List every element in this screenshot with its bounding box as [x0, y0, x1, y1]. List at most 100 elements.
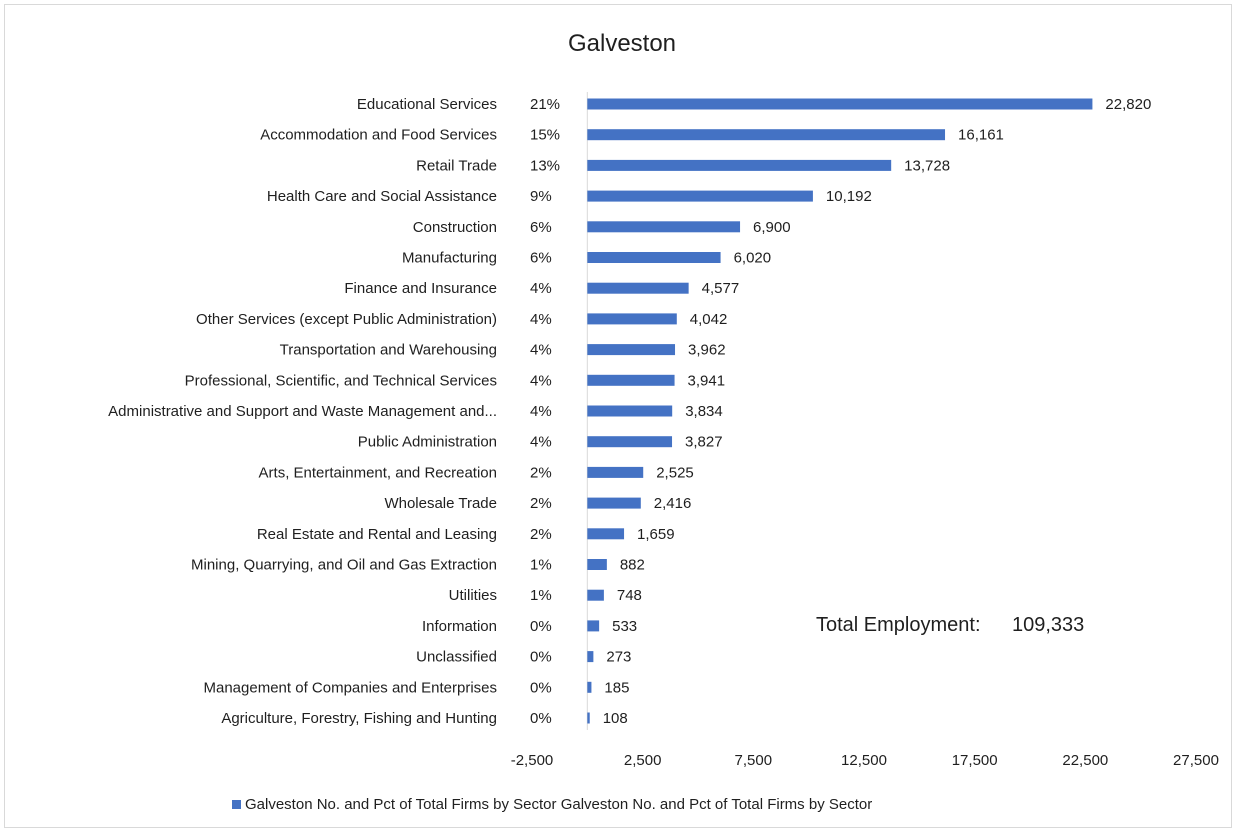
total-employment-annotation: Total Employment: 109,333 — [816, 614, 1084, 636]
category-label: Mining, Quarrying, and Oil and Gas Extra… — [191, 557, 497, 574]
bar — [587, 129, 946, 141]
percent-label: 21% — [530, 96, 560, 113]
category-label: Real Estate and Rental and Leasing — [257, 526, 497, 543]
chart-area: Galveston Educational Services Accommodat… — [4, 4, 1232, 828]
bar — [587, 282, 689, 294]
x-tick-label: -2,500 — [511, 752, 554, 769]
category-label: Utilities — [449, 587, 497, 604]
x-tick-label: 17,500 — [952, 752, 998, 769]
x-tick-label: 27,500 — [1173, 752, 1219, 769]
bar — [587, 528, 625, 540]
data-label: 2,416 — [654, 495, 692, 512]
legend-swatch — [232, 800, 241, 809]
category-label: Public Administration — [358, 434, 497, 451]
percent-label: 4% — [530, 403, 552, 420]
data-label: 6,900 — [753, 219, 791, 236]
percent-label: 4% — [530, 372, 552, 389]
percent-label: 2% — [530, 526, 552, 543]
category-label: Transportation and Warehousing — [280, 342, 497, 359]
percent-label: 4% — [530, 280, 552, 297]
percent-label: 13% — [530, 157, 560, 174]
bar — [587, 252, 721, 263]
bars — [586, 92, 1093, 730]
bar — [587, 589, 604, 601]
percent-label: 0% — [530, 710, 552, 727]
percent-label: 4% — [530, 342, 552, 359]
x-tick-label: 7,500 — [735, 752, 773, 769]
x-tick-label: 12,500 — [841, 752, 887, 769]
percent-label: 4% — [530, 311, 552, 328]
bar — [587, 620, 600, 632]
data-label: 1,659 — [637, 526, 675, 543]
value-labels: 22,820 16,161 13,728 10,192 6,900 6,020 4,577 4… — [603, 96, 1152, 727]
category-label: Management of Companies and Enterprises — [204, 679, 498, 696]
data-label: 3,941 — [688, 372, 726, 389]
category-label: Other Services (except Public Administra… — [196, 311, 497, 328]
x-tick-label: 2,500 — [624, 752, 662, 769]
data-label: 882 — [620, 557, 645, 574]
bar — [587, 712, 590, 724]
data-label: 4,577 — [702, 280, 740, 297]
percent-labels: 21% 15% 13% 9% 6% 6% 4% 4% 4% 4% 4% 4% 2% 2% 2% 1% 1% 0% 0… — [530, 96, 560, 727]
category-labels: Educational Services Accommodation and Fo… — [108, 96, 497, 727]
category-label: Agriculture, Forestry, Fishing and Hunti… — [221, 710, 497, 727]
percent-label: 1% — [530, 557, 552, 574]
data-label: 22,820 — [1105, 96, 1151, 113]
percent-label: 0% — [530, 649, 552, 666]
bar — [587, 466, 644, 478]
data-label: 3,962 — [688, 342, 726, 359]
data-label: 10,192 — [826, 188, 872, 205]
category-label: Construction — [413, 219, 497, 236]
bar — [587, 313, 677, 325]
percent-label: 9% — [530, 188, 552, 205]
bar — [587, 405, 673, 417]
bar — [587, 651, 594, 663]
bar — [587, 221, 741, 233]
percent-label: 0% — [530, 618, 552, 635]
total-employment-value: 109,333 — [1012, 614, 1084, 636]
legend-label: Galveston No. and Pct of Total Firms by … — [245, 796, 872, 813]
bar — [587, 681, 592, 693]
percent-label: 6% — [530, 250, 552, 267]
percent-label: 15% — [530, 127, 560, 144]
chart-title: Galveston — [568, 30, 676, 57]
data-label: 2,525 — [656, 464, 694, 481]
category-label: Unclassified — [416, 649, 497, 666]
bar — [587, 497, 641, 509]
bar — [587, 436, 673, 448]
bar — [587, 344, 676, 356]
data-label: 3,827 — [685, 434, 723, 451]
category-label: Administrative and Support and Waste Man… — [108, 403, 497, 420]
data-label: 4,042 — [690, 311, 728, 328]
category-label: Finance and Insurance — [344, 280, 497, 297]
category-label: Wholesale Trade — [384, 495, 497, 512]
percent-label: 6% — [530, 219, 552, 236]
legend: Galveston No. and Pct of Total Firms by … — [232, 796, 872, 813]
x-tick-label: 22,500 — [1062, 752, 1108, 769]
data-label: 108 — [603, 710, 628, 727]
data-label: 6,020 — [734, 250, 772, 267]
category-label: Retail Trade — [416, 157, 497, 174]
data-label: 3,834 — [685, 403, 723, 420]
percent-label: 4% — [530, 434, 552, 451]
percent-label: 2% — [530, 495, 552, 512]
data-label: 533 — [612, 618, 637, 635]
category-label: Arts, Entertainment, and Recreation — [259, 464, 497, 481]
bar — [587, 190, 813, 202]
data-label: 273 — [606, 649, 631, 666]
data-label: 185 — [604, 679, 629, 696]
percent-label: 2% — [530, 464, 552, 481]
category-label: Educational Services — [357, 96, 497, 113]
category-label: Information — [422, 618, 497, 635]
bar — [587, 98, 1093, 110]
data-label: 748 — [617, 587, 642, 604]
category-label: Health Care and Social Assistance — [267, 188, 497, 205]
bar — [587, 374, 675, 386]
category-label: Manufacturing — [402, 250, 497, 267]
bar — [587, 559, 607, 570]
category-label: Accommodation and Food Services — [260, 127, 497, 144]
bar — [587, 159, 892, 171]
data-label: 13,728 — [904, 157, 950, 174]
percent-label: 1% — [530, 587, 552, 604]
category-label: Professional, Scientific, and Technical … — [185, 372, 497, 389]
